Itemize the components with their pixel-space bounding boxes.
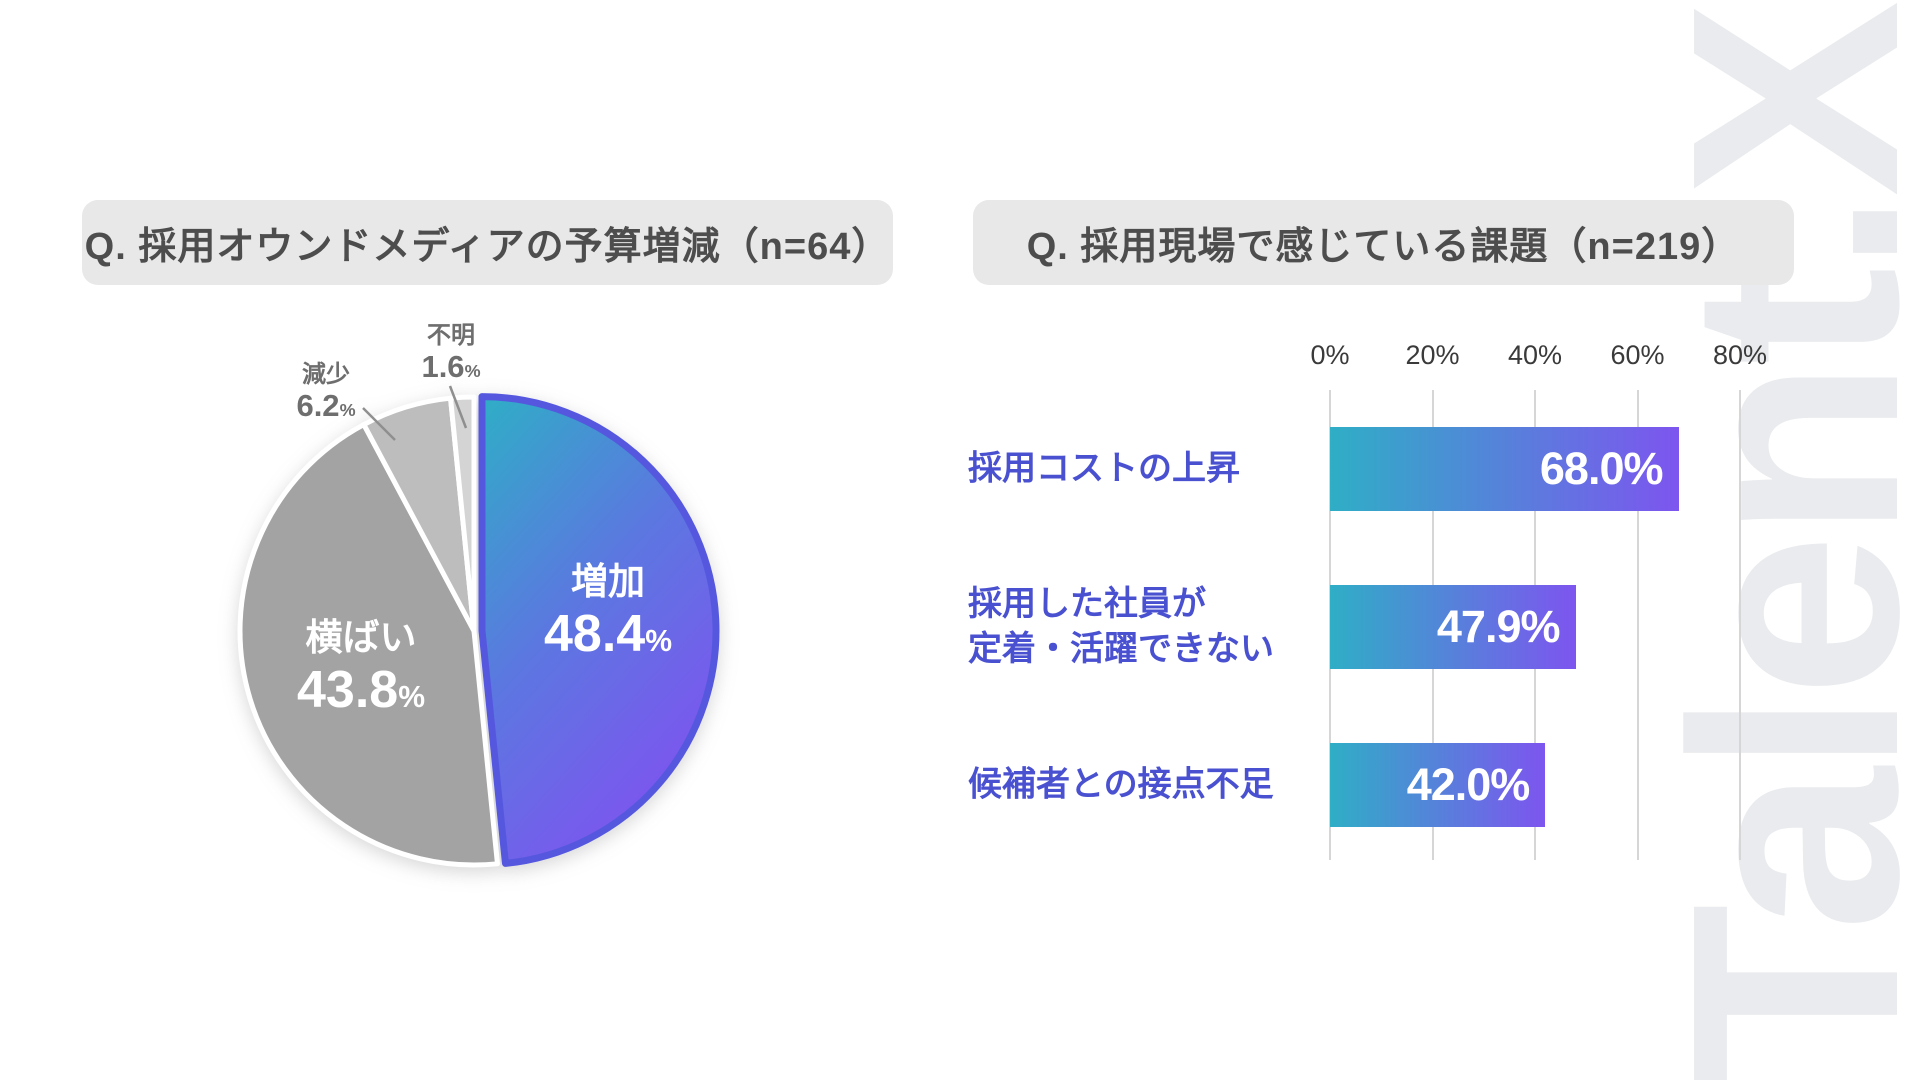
x-axis-tick: 0% [1310, 340, 1350, 370]
x-axis-tick: 40% [1507, 340, 1563, 370]
bar-value-label: 42.0% [1406, 759, 1531, 810]
leader-line-fumei [448, 385, 468, 429]
leader-line-gensho [362, 407, 396, 441]
x-axis-tick: 80% [1712, 340, 1768, 370]
pie-label-yokobai: 横ばい 43.8% [297, 615, 425, 727]
pie-slice-value: 48.4% [543, 605, 673, 663]
pie-slice-3 [448, 394, 477, 634]
pie-slice-value: 1.6% [421, 349, 481, 384]
pie-slice-name: 減少 [302, 361, 350, 388]
bar-saiyou-cost: 68.0% [1330, 427, 1679, 511]
pie-slice-value: 6.2% [296, 388, 356, 423]
bar-setten: 42.0% [1330, 743, 1546, 827]
pie-slice-name: 横ばい [305, 617, 417, 658]
pie-slice-name: 不明 [427, 322, 475, 349]
bar-value-label: 68.0% [1539, 443, 1664, 494]
bar-question-title: Q. 採用現場で感じている課題（n=219） [973, 200, 1794, 285]
bar-category-label: 候補者との接点不足 [968, 765, 1274, 804]
pie-slices [237, 393, 720, 868]
bar-question-title-text: Q. 採用現場で感じている課題（n=219） [1026, 226, 1741, 268]
bar-value-label: 47.9% [1436, 601, 1561, 652]
pie-label-zouka: 増加 48.4% [544, 559, 672, 671]
bar-teichaku: 47.9% [1330, 585, 1576, 669]
gridline [1636, 390, 1639, 860]
pie-slice-0 [478, 393, 720, 867]
pie-slice-value: 43.8% [296, 661, 426, 719]
x-axis-tick: 20% [1405, 340, 1460, 370]
pie-question-title-text: Q. 採用オウンドメディアの予算増減（n=64） [84, 226, 891, 268]
pie-label-fumei: 不明 1.6% [421, 322, 480, 388]
bar-chart-plot-area: 0% 20% 40% 60% 80% 68.0% 47.9% 42.0% [1310, 340, 1767, 860]
pie-slice-1 [237, 422, 500, 868]
pie-question-title: Q. 採用オウンドメディアの予算増減（n=64） [82, 200, 893, 285]
bar-category-label: 採用した社員が 定着・活躍できない [968, 585, 1274, 668]
bar-category-label: 採用コストの上昇 [968, 449, 1240, 488]
pie-slice-name: 増加 [570, 561, 645, 602]
x-axis-tick: 60% [1610, 340, 1665, 370]
pie-chart [237, 385, 720, 868]
leader-lines [362, 385, 468, 441]
gridline [1739, 390, 1741, 860]
pie-label-gensho: 減少 6.2% [296, 361, 355, 427]
